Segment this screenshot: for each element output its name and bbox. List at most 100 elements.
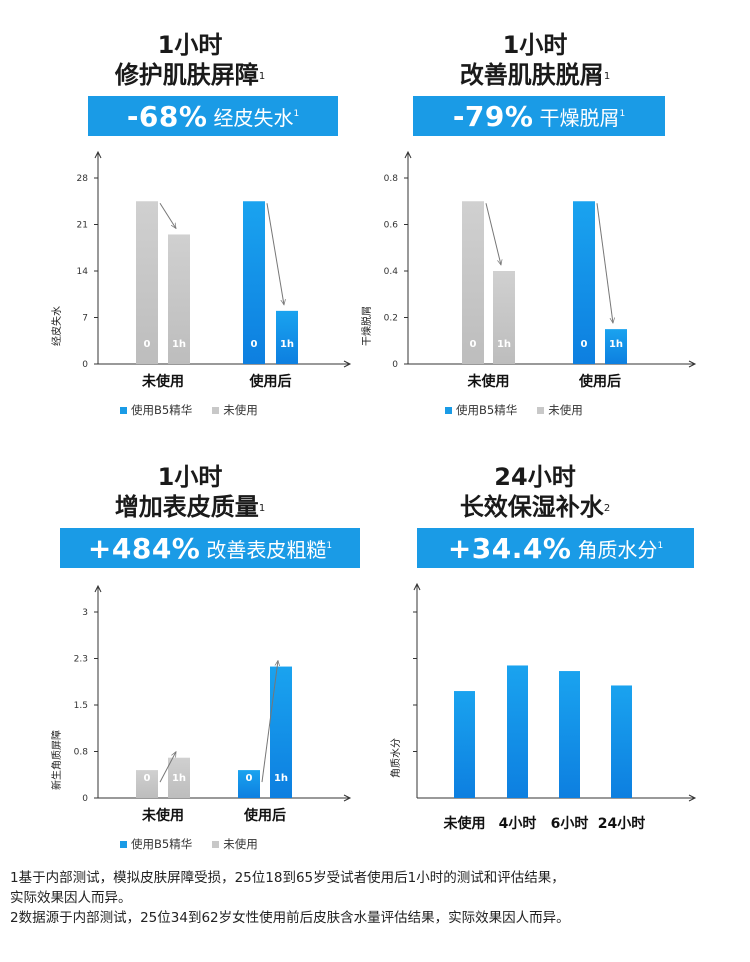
trend-arrow (485, 203, 501, 265)
bar (573, 201, 595, 364)
legend-label-none: 未使用 (223, 403, 258, 417)
y-axis-title: 新生角质屏障 (50, 730, 63, 790)
chart-tewl: 0 7 14 21 28 经皮失水 0 1h 0 1h 未使用 使用后 (50, 150, 352, 390)
trend-arrow (266, 203, 284, 305)
footnote-ref: 1 (258, 503, 266, 514)
x-axis-arrow (688, 794, 697, 802)
legend: 使用B5精华 未使用 (120, 402, 278, 418)
stat-banner: +484% 改善表皮粗糙 1 (60, 528, 360, 568)
legend-swatch-b5 (120, 406, 127, 414)
footnote-ref: 1 (603, 71, 611, 82)
stat-label: 改善表皮粗糙 (206, 537, 327, 562)
footnote-1-line1: 1基于内部测试，模拟皮肤屏障受损，25位18到65岁受试者使用后1小时的测试和评… (10, 870, 565, 886)
legend-label-b5: 使用B5精华 (131, 403, 193, 417)
footnote-2: 2数据源于内部测试，25位34到62岁女性使用前后皮肤含水量评估结果，实际效果因… (10, 910, 570, 926)
y-axis-arrow (413, 582, 421, 591)
y-tick-label: 0.8 (74, 748, 89, 758)
panel-title: 1小时 改善肌肤脱屑1 (365, 30, 705, 90)
legend-label-none: 未使用 (548, 403, 583, 417)
legend-item-b5: 使用B5精华 (120, 402, 192, 418)
bar-label: 1h (274, 773, 288, 784)
stat-value: -68% (126, 99, 208, 133)
bar-label: 1h (172, 339, 186, 350)
x-axis-arrow (343, 794, 352, 802)
bar-label: 1h (497, 339, 511, 350)
title-line2: 长效保湿补水 (459, 493, 604, 521)
x-category-label: 未使用 (444, 815, 486, 832)
legend-label-b5: 使用B5精华 (456, 403, 518, 417)
title-line1: 1小时 (502, 31, 568, 59)
stat-footnote-ref: 1 (326, 541, 333, 551)
stat-footnote-ref: 1 (619, 109, 626, 119)
bar-label: 0 (144, 773, 151, 784)
y-axis-arrow (94, 584, 102, 593)
y-tick-label: 28 (77, 174, 89, 184)
x-category-label: 使用后 (249, 373, 292, 390)
panel-title: 24小时 长效保湿补水2 (365, 462, 705, 522)
panel-title: 1小时 增加表皮质量1 (20, 462, 360, 522)
footnote-1-line2: 实际效果因人而异。 (10, 890, 132, 906)
stat-value: -79% (452, 99, 534, 133)
x-category-label: 未使用 (468, 373, 510, 390)
chart-stratum: 0 0.8 1.5 2.3 3 新生角质屏障 0 1h 0 1h 未使用 使用后 (50, 584, 352, 824)
title-line1: 1小时 (157, 463, 223, 491)
x-category-label: 使用后 (243, 807, 286, 824)
legend-swatch-none (212, 840, 220, 848)
stat-banner: +34.4% 角质水分 1 (417, 528, 694, 568)
chart-scaling: 0 0.2 0.4 0.6 0.8 干燥脱屑 0 1h 0 1h 未使用 使用后 (360, 150, 697, 390)
stat-footnote-ref: 1 (293, 109, 300, 119)
y-tick-label: 0.6 (384, 221, 399, 231)
bar (238, 770, 260, 798)
x-category-label: 6小时 (551, 815, 589, 832)
title-line1: 24小时 (494, 463, 576, 491)
bar-label: 1h (172, 773, 186, 784)
x-axis-arrow (688, 360, 697, 368)
bar (611, 685, 632, 798)
stat-footnote-ref: 1 (657, 541, 664, 551)
bar-label: 1h (280, 339, 294, 350)
legend-item-none: 未使用 (212, 402, 258, 418)
bar (462, 201, 484, 364)
y-tick-label: 0.4 (384, 267, 399, 277)
y-tick-label: 0 (392, 360, 398, 370)
x-category-label: 使用后 (578, 373, 621, 390)
footnotes: 1基于内部测试，模拟皮肤屏障受损，25位18到65岁受试者使用后1小时的测试和评… (10, 868, 740, 928)
y-tick-label: 0.8 (384, 174, 399, 184)
title-line2-wrap: 修护肌肤屏障1 (20, 60, 360, 90)
trend-arrow (159, 752, 177, 783)
legend: 使用B5精华 未使用 (445, 402, 603, 418)
title-line2: 增加表皮质量 (114, 493, 259, 521)
y-tick-label: 21 (77, 221, 88, 231)
legend-item-none: 未使用 (537, 402, 583, 418)
y-tick-label: 14 (77, 267, 89, 277)
bar-label: 0 (144, 339, 151, 350)
y-axis-arrow (404, 150, 412, 159)
panel-title: 1小时 修护肌肤屏障1 (20, 30, 360, 90)
bar (605, 329, 627, 364)
bar-label: 0 (581, 339, 588, 350)
title-line2-wrap: 长效保湿补水2 (365, 492, 705, 522)
legend-item-none: 未使用 (212, 836, 258, 852)
trend-arrow (596, 203, 613, 323)
bar (168, 757, 190, 798)
stat-label: 干燥脱屑 (539, 105, 620, 130)
x-axis-arrow (343, 360, 352, 368)
title-line2-wrap: 增加表皮质量1 (20, 492, 360, 522)
legend-swatch-b5 (120, 840, 127, 848)
legend-label-none: 未使用 (223, 837, 258, 851)
y-tick-label: 7 (82, 314, 88, 324)
stat-value: +484% (87, 531, 201, 565)
bar-label: 1h (609, 339, 623, 350)
bar-label: 0 (246, 773, 253, 784)
bar (507, 665, 528, 798)
footnote-ref: 2 (603, 503, 611, 514)
stat-label: 经皮失水 (213, 105, 294, 130)
title-line2: 改善肌肤脱屑 (459, 61, 604, 89)
x-category-label: 4小时 (499, 815, 537, 832)
y-tick-label: 3 (82, 608, 88, 618)
y-tick-label: 0 (82, 794, 88, 804)
trend-arrow (159, 202, 176, 228)
bar (243, 201, 265, 364)
legend-label-b5: 使用B5精华 (131, 837, 193, 851)
